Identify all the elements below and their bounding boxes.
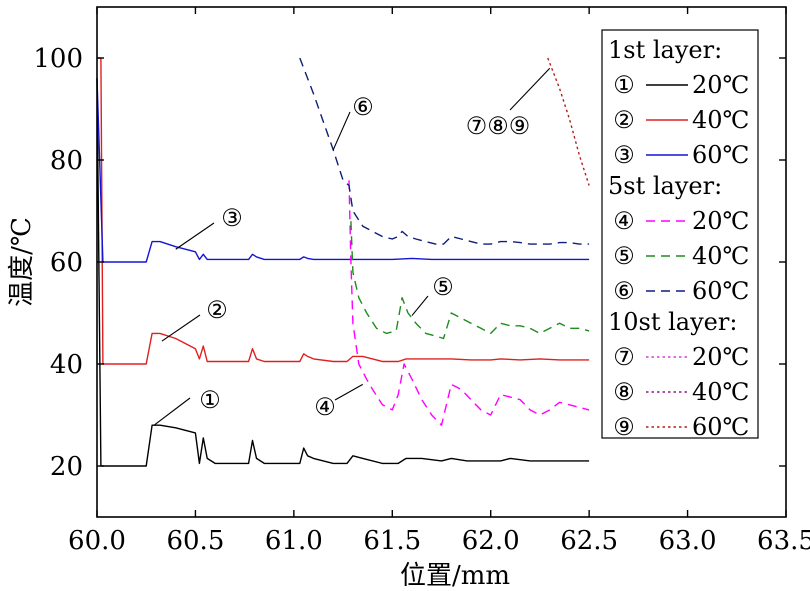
plot-lines: [96, 57, 590, 467]
legend-label: 60℃: [692, 413, 749, 441]
annotations: ① ② ③ ④ ⑤ ⑥ ⑦⑧⑨: [153, 67, 551, 426]
annotation-leader: [332, 111, 351, 151]
x-tick-label: 61.5: [363, 526, 421, 556]
ticks: 60.0 60.5 61.0 61.5 62.0 62.5 63.0 63.5 20 40 60 80…: [33, 7, 810, 556]
legend-label: 20℃: [692, 343, 749, 371]
legend: 1st layer: ① 20℃ ② 40℃ ③ 60℃ 5st layer: ④ 20℃ ⑤ 40℃…: [601, 29, 759, 441]
annotation-label: ⑥: [352, 93, 374, 121]
x-tick-label: 62.0: [462, 526, 520, 556]
legend-label: 20℃: [692, 207, 749, 235]
x-tick-label: 63.0: [659, 526, 717, 556]
x-tick-label: 60.0: [68, 526, 126, 556]
annotation-label: ⑤: [432, 273, 454, 301]
legend-group-title: 1st layer:: [608, 36, 722, 64]
annotation-label: ④: [314, 393, 336, 421]
annotation-leader: [175, 222, 215, 250]
annotation-leader: [509, 67, 551, 111]
x-tick-label: 63.5: [757, 526, 810, 556]
x-tick-label: 62.5: [560, 526, 618, 556]
legend-symbol: ③: [613, 141, 635, 169]
legend-symbol: ④: [613, 207, 635, 235]
annotation-leader: [334, 383, 364, 401]
annotation-label: ⑦⑧⑨: [466, 112, 531, 140]
y-axis-title: 温度/℃: [7, 217, 37, 307]
series-line-1: [96, 78, 590, 467]
annotation-label: ①: [199, 386, 221, 414]
legend-label: 40℃: [692, 106, 749, 134]
y-tick-label: 60: [50, 248, 83, 278]
series-line-4: [348, 180, 590, 426]
series-line-2: [97, 57, 590, 365]
legend-label: 60℃: [692, 141, 749, 169]
legend-symbol: ⑧: [613, 378, 635, 406]
legend-symbol: ⑦: [613, 343, 635, 371]
x-tick-label: 61.0: [265, 526, 323, 556]
annotation-leader: [411, 295, 429, 316]
legend-label: 20℃: [692, 71, 749, 99]
legend-symbol: ②: [613, 106, 635, 134]
series-line-3: [96, 78, 590, 263]
series-line-9: [547, 57, 590, 186]
y-tick-label: 20: [50, 452, 83, 482]
annotation-label: ③: [221, 204, 243, 232]
y-tick-label: 40: [50, 350, 83, 380]
legend-group-title: 10st layer:: [608, 308, 737, 336]
y-tick-label: 80: [50, 146, 83, 176]
series-line-5: [350, 221, 590, 340]
legend-label: 60℃: [692, 277, 749, 305]
legend-box: [601, 29, 759, 439]
legend-symbol: ⑨: [613, 413, 635, 441]
legend-symbol: ⑤: [613, 242, 635, 270]
series-line-6: [299, 57, 590, 245]
x-tick-label: 60.5: [166, 526, 224, 556]
annotation-leader: [153, 397, 191, 426]
legend-symbol: ①: [613, 71, 635, 99]
annotation-leader: [161, 314, 201, 342]
legend-symbol: ⑥: [613, 277, 635, 305]
x-axis-title: 位置/mm: [400, 561, 510, 591]
legend-group-title: 5st layer:: [608, 172, 722, 200]
annotation-label: ②: [206, 296, 228, 324]
y-tick-label: 100: [33, 44, 83, 74]
legend-label: 40℃: [692, 378, 749, 406]
legend-label: 40℃: [692, 242, 749, 270]
